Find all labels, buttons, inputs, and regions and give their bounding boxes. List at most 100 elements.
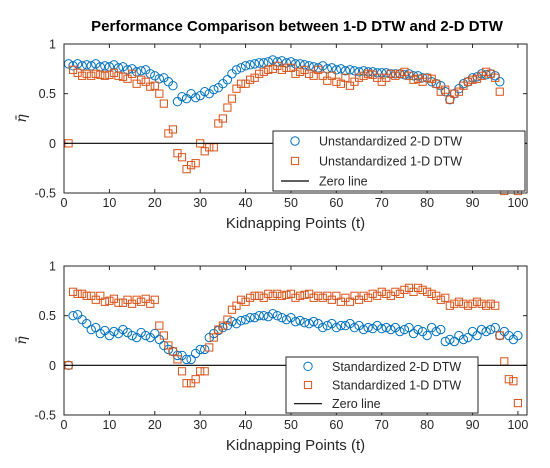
- data-point-circle: [295, 315, 305, 326]
- data-point-circle: [358, 324, 369, 335]
- data-point-circle: [168, 81, 178, 91]
- data-point-square: [327, 71, 336, 80]
- data-point-square: [118, 298, 128, 307]
- legend-circle-symbol: [303, 361, 313, 372]
- data-point-square: [186, 161, 196, 170]
- data-point-square: [282, 63, 291, 72]
- data-point-square: [513, 398, 523, 408]
- data-point-circle: [136, 66, 146, 76]
- data-point-square: [436, 295, 445, 304]
- data-point-square: [164, 341, 173, 350]
- data-point-square: [132, 295, 141, 304]
- data-point-circle: [240, 314, 251, 325]
- data-point-circle: [195, 344, 205, 355]
- x-tick-label: 0: [61, 418, 68, 432]
- data-point-square: [314, 291, 323, 300]
- data-point-circle: [331, 65, 342, 75]
- data-point-square: [463, 77, 473, 86]
- data-point-circle: [322, 320, 332, 331]
- data-point-square: [427, 289, 436, 298]
- data-point-square: [382, 289, 391, 298]
- data-point-circle: [245, 60, 255, 70]
- data-point-square: [268, 291, 277, 300]
- data-point-square: [445, 95, 454, 104]
- data-point-circle: [190, 92, 201, 103]
- data-point-square: [191, 375, 200, 384]
- y-tick-label: -0.5: [34, 409, 56, 423]
- data-point-circle: [431, 79, 441, 89]
- x-tick-label: 60: [329, 418, 343, 432]
- x-tick-label: 50: [284, 418, 298, 432]
- data-point-square: [155, 89, 164, 98]
- data-point-square: [427, 74, 436, 83]
- data-point-square: [314, 65, 323, 74]
- data-point-square: [282, 290, 291, 299]
- data-point-circle: [249, 312, 260, 323]
- data-point-circle: [372, 68, 382, 78]
- data-point-square: [218, 114, 227, 123]
- data-point-square: [486, 299, 495, 308]
- data-point-square: [295, 67, 305, 76]
- data-point-circle: [445, 94, 455, 105]
- data-point-circle: [458, 334, 469, 345]
- data-point-circle: [395, 69, 405, 79]
- data-point-square: [305, 69, 314, 78]
- data-point-circle: [449, 336, 460, 347]
- data-point-square: [332, 291, 341, 300]
- data-point-square: [141, 294, 150, 303]
- data-point-square: [468, 75, 477, 84]
- data-point-circle: [86, 61, 96, 71]
- data-point-circle: [236, 63, 246, 73]
- data-point-square: [82, 69, 91, 78]
- x-tick-label: 100: [507, 418, 528, 432]
- series-standardized-2-d-dtw: [63, 308, 523, 371]
- bottom-axes: 0 10 20 30 40 50 60 70 80 90 100 -0.5 0 0.5 1 Kidnappin…: [14, 260, 528, 455]
- data-point-square: [264, 289, 273, 298]
- x-tick-label: 50: [284, 196, 298, 210]
- data-point-square: [436, 87, 445, 96]
- data-point-square: [286, 63, 296, 72]
- data-point-square: [82, 291, 91, 300]
- data-point-square: [477, 299, 486, 308]
- data-point-square: [168, 125, 178, 134]
- data-point-square: [395, 69, 405, 78]
- data-point-circle: [141, 330, 151, 341]
- data-point-circle: [91, 59, 101, 69]
- data-point-square: [472, 74, 482, 83]
- data-point-circle: [231, 65, 242, 75]
- data-point-square: [191, 159, 200, 168]
- data-point-square: [291, 293, 300, 302]
- x-tick-label: 10: [102, 418, 116, 432]
- data-point-square: [454, 297, 464, 306]
- data-point-square: [118, 72, 128, 81]
- data-point-square: [482, 301, 491, 310]
- data-point-circle: [118, 324, 128, 335]
- data-point-circle: [281, 58, 292, 68]
- data-point-circle: [336, 320, 346, 331]
- data-point-square: [91, 69, 100, 78]
- data-point-circle: [100, 61, 110, 71]
- data-point-square: [78, 71, 87, 80]
- data-point-circle: [72, 59, 83, 69]
- data-point-circle: [227, 316, 237, 327]
- x-tick-label: 80: [420, 418, 434, 432]
- series-unstandardized-1-d-dtw: [64, 61, 523, 196]
- data-point-circle: [118, 62, 128, 72]
- data-point-square: [413, 283, 423, 292]
- data-point-circle: [299, 60, 310, 70]
- data-point-square: [137, 297, 146, 306]
- y-tick-label: -0.5: [34, 187, 56, 201]
- data-point-circle: [318, 322, 328, 333]
- data-point-square: [391, 287, 400, 296]
- legend-entry-label: Zero line: [319, 175, 368, 189]
- data-point-circle: [222, 75, 233, 85]
- data-point-circle: [150, 328, 160, 339]
- data-point-square: [255, 69, 264, 78]
- data-point-square: [341, 73, 350, 82]
- data-point-circle: [431, 326, 441, 337]
- axes-box: [63, 265, 528, 416]
- data-point-circle: [381, 68, 391, 78]
- data-point-circle: [440, 86, 450, 97]
- x-tick-label: 90: [466, 196, 480, 210]
- data-point-square: [255, 291, 264, 300]
